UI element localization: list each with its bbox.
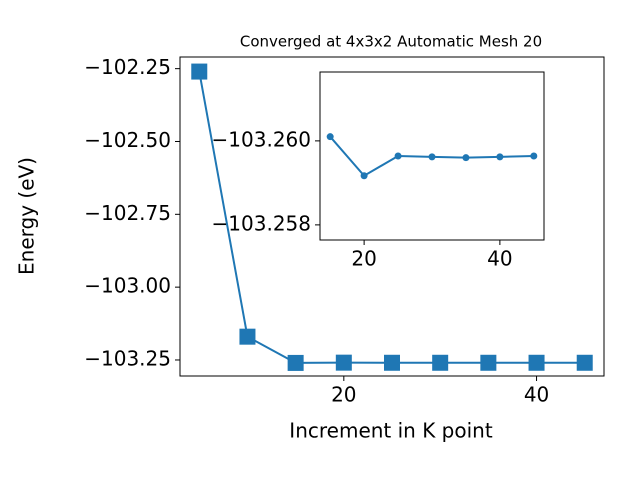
marker bbox=[528, 354, 545, 371]
y-tick-label: −103.260 bbox=[212, 127, 311, 151]
marker bbox=[496, 153, 504, 161]
chart-title: Converged at 4x3x2 Automatic Mesh 20 bbox=[240, 33, 542, 51]
y-tick-label: −102.25 bbox=[84, 55, 171, 79]
x-tick-label: 20 bbox=[351, 247, 376, 271]
marker bbox=[191, 63, 208, 80]
x-tick-label: 40 bbox=[487, 247, 512, 271]
marker bbox=[326, 133, 334, 141]
marker bbox=[384, 354, 400, 371]
marker bbox=[428, 153, 436, 161]
marker bbox=[394, 152, 402, 160]
x-tick-label: 20 bbox=[331, 383, 356, 407]
marker bbox=[432, 354, 449, 371]
y-tick-label: −102.50 bbox=[84, 128, 171, 152]
marker bbox=[287, 354, 304, 371]
y-tick-label: −103.00 bbox=[84, 274, 171, 298]
marker bbox=[576, 354, 593, 371]
marker bbox=[360, 172, 368, 180]
y-axis-label: Energy (eV) bbox=[15, 157, 39, 275]
marker bbox=[480, 354, 497, 371]
x-axis-label: Increment in K point bbox=[289, 419, 493, 443]
marker bbox=[335, 354, 352, 371]
y-tick-label: −102.75 bbox=[84, 201, 171, 225]
y-tick-label: −103.258 bbox=[212, 211, 311, 235]
x-tick-label: 40 bbox=[524, 383, 549, 407]
marker bbox=[530, 152, 538, 160]
y-tick-label: −103.25 bbox=[84, 346, 171, 370]
marker bbox=[239, 328, 256, 345]
marker bbox=[462, 154, 470, 162]
